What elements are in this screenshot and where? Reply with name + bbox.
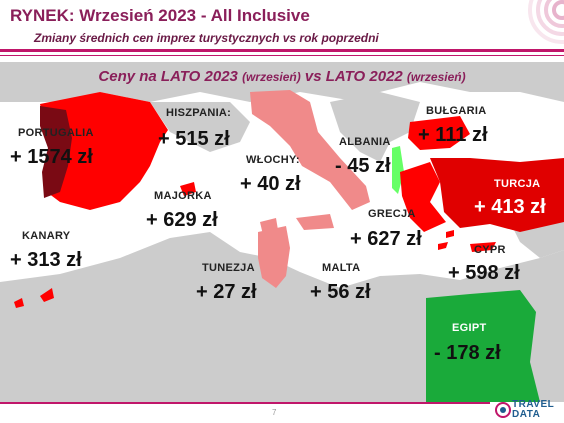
sicily-shape	[296, 214, 334, 230]
label-turcja: TURCJA	[494, 178, 541, 190]
portugal-shape	[40, 106, 72, 198]
value-majorka: + 629 zł	[146, 209, 218, 231]
map-title: Ceny na LATO 2023 (wrzesień) vs LATO 202…	[0, 68, 564, 85]
value-egipt: - 178 zł	[434, 342, 501, 364]
value-bulgaria: + 111 zł	[418, 124, 488, 146]
label-hiszpania: HISZPANIA:	[166, 107, 232, 119]
map-title-part2: vs LATO 2022	[300, 68, 407, 85]
label-grecja: GRECJA	[368, 208, 416, 220]
value-wlochy: + 40 zł	[240, 173, 301, 195]
greece-shape	[400, 162, 446, 232]
value-malta: + 56 zł	[310, 281, 371, 303]
page-title: RYNEK: Wrzesień 2023 - All Inclusive	[10, 6, 310, 25]
value-kanary: + 313 zł	[10, 249, 82, 271]
footer-rule	[0, 402, 490, 404]
label-albania: ALBANIA	[339, 136, 391, 148]
value-tunezja: + 27 zł	[196, 281, 257, 303]
logo-circle-icon	[495, 402, 511, 418]
page-number: 7	[272, 408, 277, 417]
header: RYNEK: Wrzesień 2023 - All Inclusive Zmi…	[0, 0, 564, 62]
map	[0, 62, 564, 402]
label-cypr: CYPR	[474, 244, 506, 256]
tunisia-shape	[258, 226, 290, 288]
map-title-small1: (wrzesień)	[242, 70, 301, 84]
logo-text-travel: TRAVEL	[512, 399, 555, 410]
label-egipt: EGIPT	[452, 322, 487, 334]
map-title-small2: (wrzesień)	[406, 70, 466, 84]
page-subtitle: Zmiany średnich cen imprez turystycznych…	[34, 31, 379, 45]
value-turcja: + 413 zł	[474, 196, 546, 218]
value-portugalia: + 1574 zł	[10, 146, 93, 168]
label-wlochy: WŁOCHY:	[246, 154, 300, 166]
label-malta: MALTA	[322, 262, 361, 274]
mediterranean-map	[0, 62, 564, 402]
value-albania: - 45 zł	[335, 155, 391, 177]
label-portugalia: PORTUGALIA	[18, 127, 94, 139]
map-title-part1: Ceny na LATO 2023	[98, 68, 243, 85]
label-kanary: KANARY	[22, 230, 71, 242]
decorative-circles-icon	[528, 0, 564, 44]
value-cypr: + 598 zł	[448, 262, 520, 284]
travel-data-logo: TRAVEL DATA	[494, 398, 560, 422]
turkey-shape	[430, 158, 564, 232]
value-grecja: + 627 zł	[350, 228, 422, 250]
header-rule-thin	[0, 55, 564, 56]
logo-text-data: DATA	[512, 409, 541, 420]
cyprus-shape	[470, 242, 496, 252]
bulgaria-shape	[408, 116, 470, 150]
majorca-shape	[180, 182, 196, 196]
italy-shape	[250, 90, 370, 210]
egypt-shape	[426, 290, 540, 402]
canary-islands-shape	[14, 288, 54, 308]
label-tunezja: TUNEZJA	[202, 262, 255, 274]
aegean-islands-shape	[438, 230, 454, 250]
label-majorka: MAJORKA	[154, 190, 212, 202]
header-rule	[0, 49, 564, 52]
value-hiszpania: + 515 zł	[158, 128, 230, 150]
label-bulgaria: BUŁGARIA	[426, 105, 487, 117]
spain-shape	[40, 92, 168, 210]
